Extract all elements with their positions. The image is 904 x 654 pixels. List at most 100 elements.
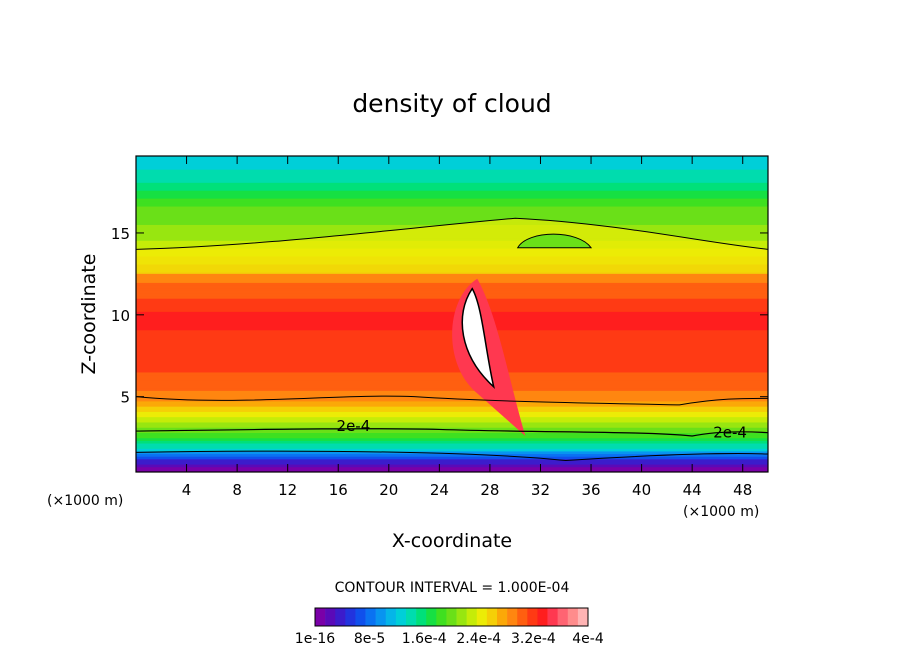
- contour-line: [136, 217, 768, 250]
- density-band: [136, 408, 768, 412]
- density-band: [136, 363, 768, 368]
- colorbar-swatch: [325, 608, 336, 626]
- density-band: [136, 274, 768, 278]
- colorbar-swatch: [436, 608, 447, 626]
- density-band: [136, 395, 768, 399]
- density-band: [136, 197, 768, 202]
- colorbar-swatch: [365, 608, 376, 626]
- density-band: [136, 368, 768, 373]
- colorbar-swatch: [456, 608, 467, 626]
- density-band: [136, 387, 768, 391]
- colorbar-swatch: [345, 608, 356, 626]
- x-tick-label: 12: [278, 481, 297, 499]
- density-band: [136, 168, 768, 173]
- density-band: [136, 405, 768, 410]
- density-band: [136, 424, 768, 428]
- colorbar-swatch: [547, 608, 558, 626]
- density-band: [136, 400, 768, 405]
- x-axis-ticks: 4 8 12 16 20 24 28 32 36 40 44 48: [182, 156, 752, 499]
- density-band: [136, 302, 768, 307]
- colorbar-swatch: [476, 608, 488, 626]
- colorbar-frame: [314, 607, 589, 627]
- density-band: [136, 176, 768, 181]
- colorbar-swatch: [385, 608, 397, 626]
- max-density-region: [461, 287, 495, 390]
- density-band: [136, 389, 768, 394]
- density-band: [136, 360, 768, 365]
- x-axis-label: X-coordinate: [392, 530, 512, 552]
- density-band: [136, 342, 768, 347]
- density-band: [136, 287, 768, 291]
- x-tick-label: 36: [581, 481, 600, 499]
- density-band: [136, 318, 768, 323]
- density-band: [136, 205, 768, 210]
- density-band: [136, 339, 768, 344]
- density-band: [136, 458, 768, 462]
- density-band: [136, 379, 768, 383]
- density-band: [136, 447, 768, 452]
- density-band: [136, 173, 768, 178]
- density-band: [136, 416, 768, 420]
- contour-lines: [136, 217, 768, 462]
- density-band: [136, 392, 768, 397]
- density-bands: [136, 156, 768, 472]
- density-band: [136, 432, 768, 436]
- density-band: [136, 453, 768, 457]
- colorbar-swatch: [315, 608, 326, 626]
- contour-label: 2e-4: [337, 417, 371, 435]
- density-band: [136, 200, 768, 204]
- density-band: [136, 434, 768, 439]
- x-unit-label-right: (×1000 m): [683, 504, 759, 520]
- density-band: [136, 210, 768, 215]
- colorbar-tick-label: 8e-5: [354, 631, 385, 647]
- density-band: [136, 374, 768, 378]
- density-band: [136, 221, 768, 225]
- x-tick-label: 8: [232, 481, 242, 499]
- density-features: [136, 218, 768, 436]
- contour-interval-label: CONTOUR INTERVAL = 1.000E-04: [335, 580, 570, 596]
- density-band: [136, 281, 768, 286]
- colorbar-swatch: [395, 608, 407, 626]
- density-band: [136, 347, 768, 352]
- density-band: [136, 455, 768, 460]
- colorbar-swatch: [507, 608, 518, 626]
- density-band: [136, 437, 768, 441]
- density-band: [136, 192, 768, 196]
- heatmap-plot-area: [136, 156, 768, 472]
- colorbar-swatch: [416, 608, 427, 626]
- x-tick-label: 32: [531, 481, 550, 499]
- colorbar-swatch: [466, 608, 478, 626]
- colorbar-tick-label: 1.6e-4: [402, 631, 447, 647]
- density-band: [136, 292, 768, 297]
- colorbar-swatch: [406, 608, 417, 626]
- density-band: [136, 213, 768, 218]
- density-band: [136, 310, 768, 315]
- density-band: [136, 468, 768, 472]
- plot-frame: [135, 155, 769, 473]
- density-band: [136, 295, 768, 299]
- colorbar-swatch: [577, 608, 589, 626]
- colorbar-swatch: [335, 608, 346, 626]
- density-band: [136, 202, 768, 207]
- density-band: [136, 355, 768, 360]
- colorbar-swatch: [537, 608, 548, 626]
- colorbar-tick-label: 3.2e-4: [511, 631, 556, 647]
- colorbar: [314, 607, 589, 627]
- density-band: [136, 181, 768, 186]
- colorbar-labels: 1e-16 8e-5 1.6e-4 2.4e-4 3.2e-4 4e-4: [295, 631, 604, 647]
- density-band: [136, 179, 768, 183]
- colorbar-swatch: [567, 608, 579, 626]
- x-tick-label: 20: [379, 481, 398, 499]
- density-band: [136, 324, 768, 328]
- density-band: [136, 350, 768, 354]
- y-tick-label: 5: [120, 389, 130, 407]
- density-band: [136, 189, 768, 194]
- density-band: [136, 466, 768, 470]
- colorbar-tick-label: 1e-16: [295, 631, 335, 647]
- top-cloud-cell: [516, 233, 593, 249]
- x-tick-label: 48: [733, 481, 752, 499]
- density-band: [136, 158, 768, 162]
- density-band: [136, 381, 768, 386]
- colorbar-swatch: [497, 608, 508, 626]
